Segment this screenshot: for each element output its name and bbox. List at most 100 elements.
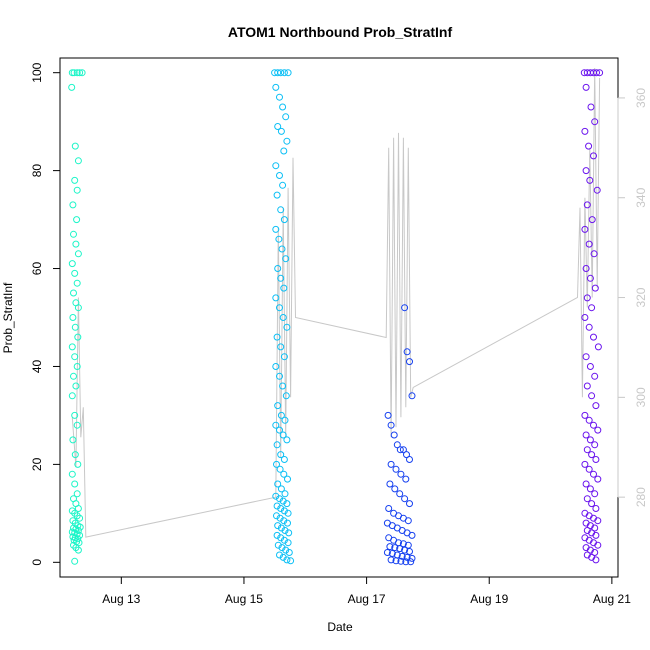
data-point-series-4 — [583, 446, 591, 454]
data-point-series-2 — [280, 517, 288, 525]
data-point-series-3 — [391, 544, 399, 552]
data-point-series-2 — [280, 147, 288, 155]
data-point-series-1 — [76, 69, 84, 77]
data-point-series-2 — [272, 294, 280, 302]
data-point-series-4 — [592, 505, 600, 512]
y-tick-label: 60 — [30, 262, 44, 276]
data-point-series-1 — [68, 260, 76, 268]
data-point-series-2 — [283, 500, 291, 508]
data-point-series-4 — [586, 485, 594, 493]
data-point-series-2 — [285, 529, 293, 537]
data-point-series-1 — [70, 372, 77, 380]
data-point-series-1 — [73, 186, 81, 194]
data-point-series-1 — [71, 353, 79, 361]
data-point-series-1 — [71, 269, 79, 277]
y-right-tick-label: 340 — [634, 187, 648, 207]
data-point-series-2 — [273, 460, 280, 468]
data-point-series-2 — [279, 314, 287, 321]
y-tick-label: 40 — [30, 359, 44, 373]
data-point-series-2 — [281, 527, 289, 534]
data-point-series-3 — [383, 549, 391, 556]
data-point-series-3 — [399, 446, 407, 454]
data-point-series-1 — [69, 201, 77, 209]
x-tick-label: Aug 21 — [593, 592, 631, 606]
data-point-series-2 — [273, 333, 281, 341]
data-point-series-2 — [272, 83, 280, 91]
data-point-series-2 — [281, 490, 289, 498]
data-point-series-2 — [272, 421, 280, 429]
data-point-series-3 — [393, 441, 401, 449]
data-point-series-4 — [582, 167, 590, 175]
data-point-series-4 — [583, 294, 591, 302]
data-point-series-2 — [282, 392, 290, 400]
x-tick-label: Aug 19 — [470, 592, 508, 606]
data-point-series-3 — [392, 557, 400, 565]
data-point-series-4 — [585, 465, 593, 473]
data-point-series-2 — [277, 485, 285, 493]
data-point-series-4 — [590, 250, 598, 258]
data-point-series-2 — [276, 551, 283, 559]
data-point-series-2 — [277, 274, 285, 282]
data-point-series-1 — [73, 363, 81, 370]
x-axis: Aug 13 Aug 15 Aug 17 Aug 19 Aug 21 — [102, 576, 631, 606]
data-point-series-2 — [277, 505, 285, 512]
data-point-series-1 — [73, 216, 81, 224]
data-point-series-2 — [277, 69, 285, 77]
data-point-series-3 — [396, 446, 404, 454]
data-point-series-2 — [284, 539, 292, 547]
data-point-series-4 — [582, 431, 590, 439]
data-point-series-2 — [283, 137, 291, 145]
data-point-series-2 — [280, 216, 288, 224]
data-point-series-1 — [70, 541, 77, 549]
data-point-series-3 — [403, 451, 410, 459]
data-point-series-3 — [385, 505, 393, 512]
data-point-series-3 — [408, 392, 416, 400]
data-point-series-1 — [75, 539, 83, 547]
data-point-series-3 — [392, 465, 400, 473]
data-point-series-3 — [402, 475, 410, 483]
data-point-series-4 — [593, 186, 601, 194]
data-point-series-1 — [69, 517, 77, 525]
data-point-series-2 — [273, 512, 280, 520]
data-point-series-2 — [282, 546, 290, 554]
data-point-series-4 — [581, 127, 589, 135]
data-point-series-2 — [283, 436, 291, 444]
data-point-series-3 — [404, 517, 412, 525]
data-point-series-3 — [386, 480, 394, 488]
data-point-series-1 — [68, 507, 76, 515]
data-point-series-2 — [284, 509, 292, 517]
data-point-series-2 — [283, 556, 291, 564]
x-axis-label: Date — [327, 620, 353, 634]
data-point-series-2 — [276, 372, 283, 380]
data-point-series-4 — [586, 274, 594, 282]
data-point-series-4 — [592, 531, 600, 539]
data-point-series-2 — [278, 245, 286, 253]
x-tick-label: Aug 17 — [348, 592, 386, 606]
data-point-series-2 — [279, 103, 287, 111]
data-point-series-4 — [582, 353, 590, 361]
data-point-series-2 — [272, 363, 280, 370]
data-point-series-4 — [588, 500, 596, 508]
data-point-series-4 — [588, 304, 596, 312]
data-point-series-4 — [583, 495, 591, 503]
data-point-series-3 — [397, 557, 405, 565]
data-point-series-4 — [585, 142, 593, 150]
data-point-series-1 — [76, 523, 84, 531]
data-point-series-3 — [404, 541, 412, 549]
data-point-series-2 — [277, 451, 285, 459]
data-point-series-2 — [279, 382, 287, 390]
data-point-series-2 — [284, 475, 291, 483]
data-point-series-3 — [397, 470, 405, 478]
y-axis: 0 20 40 60 80 100 — [30, 62, 61, 566]
data-point-series-1 — [78, 69, 86, 77]
data-point-series-4 — [582, 480, 590, 488]
data-point-series-1 — [71, 451, 79, 459]
data-point-series-1 — [71, 142, 79, 150]
data-point-series-4 — [592, 402, 600, 410]
data-point-series-3 — [403, 553, 411, 561]
data-point-series-4 — [582, 83, 590, 91]
data-point-series-2 — [285, 549, 293, 556]
data-point-series-3 — [387, 556, 395, 564]
data-point-series-4 — [581, 411, 589, 419]
